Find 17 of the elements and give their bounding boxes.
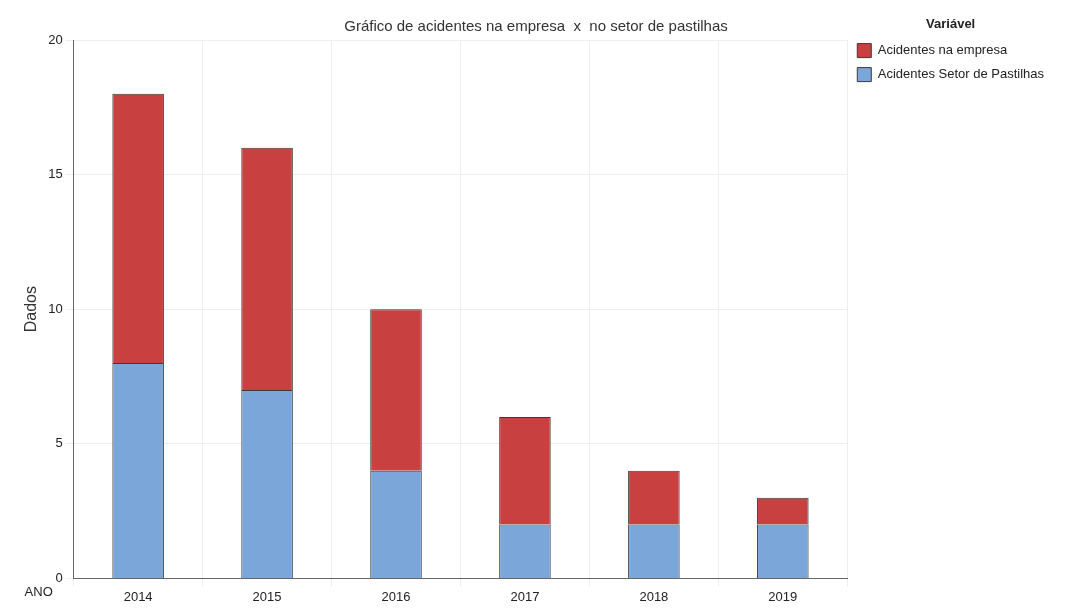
y-tick-label: 10 — [48, 300, 63, 316]
x-tick-label: 2019 — [768, 588, 798, 604]
x-tick-label: 2017 — [510, 588, 540, 604]
legend-title: Variável — [926, 16, 976, 32]
x-tick-label: 2016 — [381, 588, 411, 604]
x-tick-label: 2014 — [123, 588, 153, 604]
x-axis-title: ANO — [24, 584, 53, 600]
y-tick-label: 5 — [55, 435, 63, 451]
x-tick-label: 2018 — [639, 588, 669, 604]
legend-label: Acidentes na empresa — [877, 42, 1008, 58]
x-tick-label: 2015 — [252, 588, 282, 604]
y-axis-title: Dados — [22, 286, 40, 333]
y-tick-label: 20 — [48, 31, 63, 47]
y-tick-label: 0 — [55, 569, 63, 585]
y-tick-label: 15 — [48, 166, 63, 182]
legend-label: Acidentes Setor de Pastilhas — [877, 66, 1045, 82]
chart-title: Gráfico de acidentes na empresa x no setor de pastilhas — [344, 17, 728, 35]
